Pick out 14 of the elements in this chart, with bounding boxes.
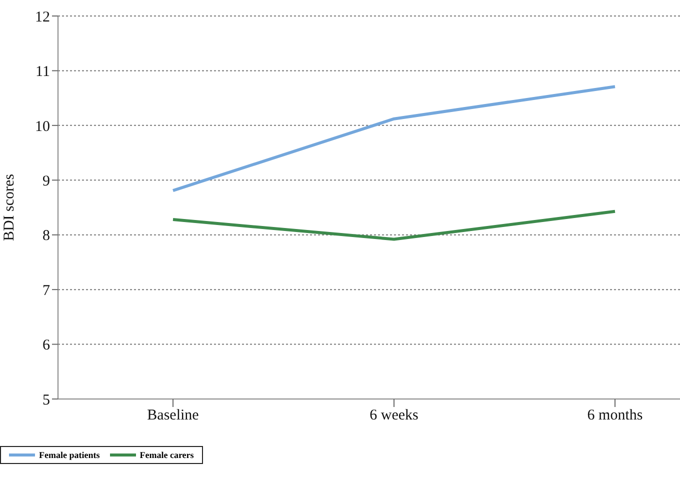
x-tick-label: 6 weeks xyxy=(370,408,419,424)
legend-label: Female patients xyxy=(39,450,100,460)
y-tick-label: 5 xyxy=(42,392,50,408)
y-tick-label: 7 xyxy=(42,282,50,299)
y-tick-label: 6 xyxy=(42,338,50,354)
x-tick-label: Baseline xyxy=(147,408,200,424)
x-tick-label: 6 months xyxy=(587,408,643,424)
legend-label: Female carers xyxy=(140,450,194,460)
y-axis-title: BDI scores xyxy=(1,174,18,242)
y-tick-label: 12 xyxy=(35,9,50,26)
y-tick-label: 8 xyxy=(42,228,50,244)
y-tick-label: 9 xyxy=(42,173,50,190)
y-tick-label: 10 xyxy=(35,118,50,135)
y-tick-label: 11 xyxy=(36,64,50,80)
